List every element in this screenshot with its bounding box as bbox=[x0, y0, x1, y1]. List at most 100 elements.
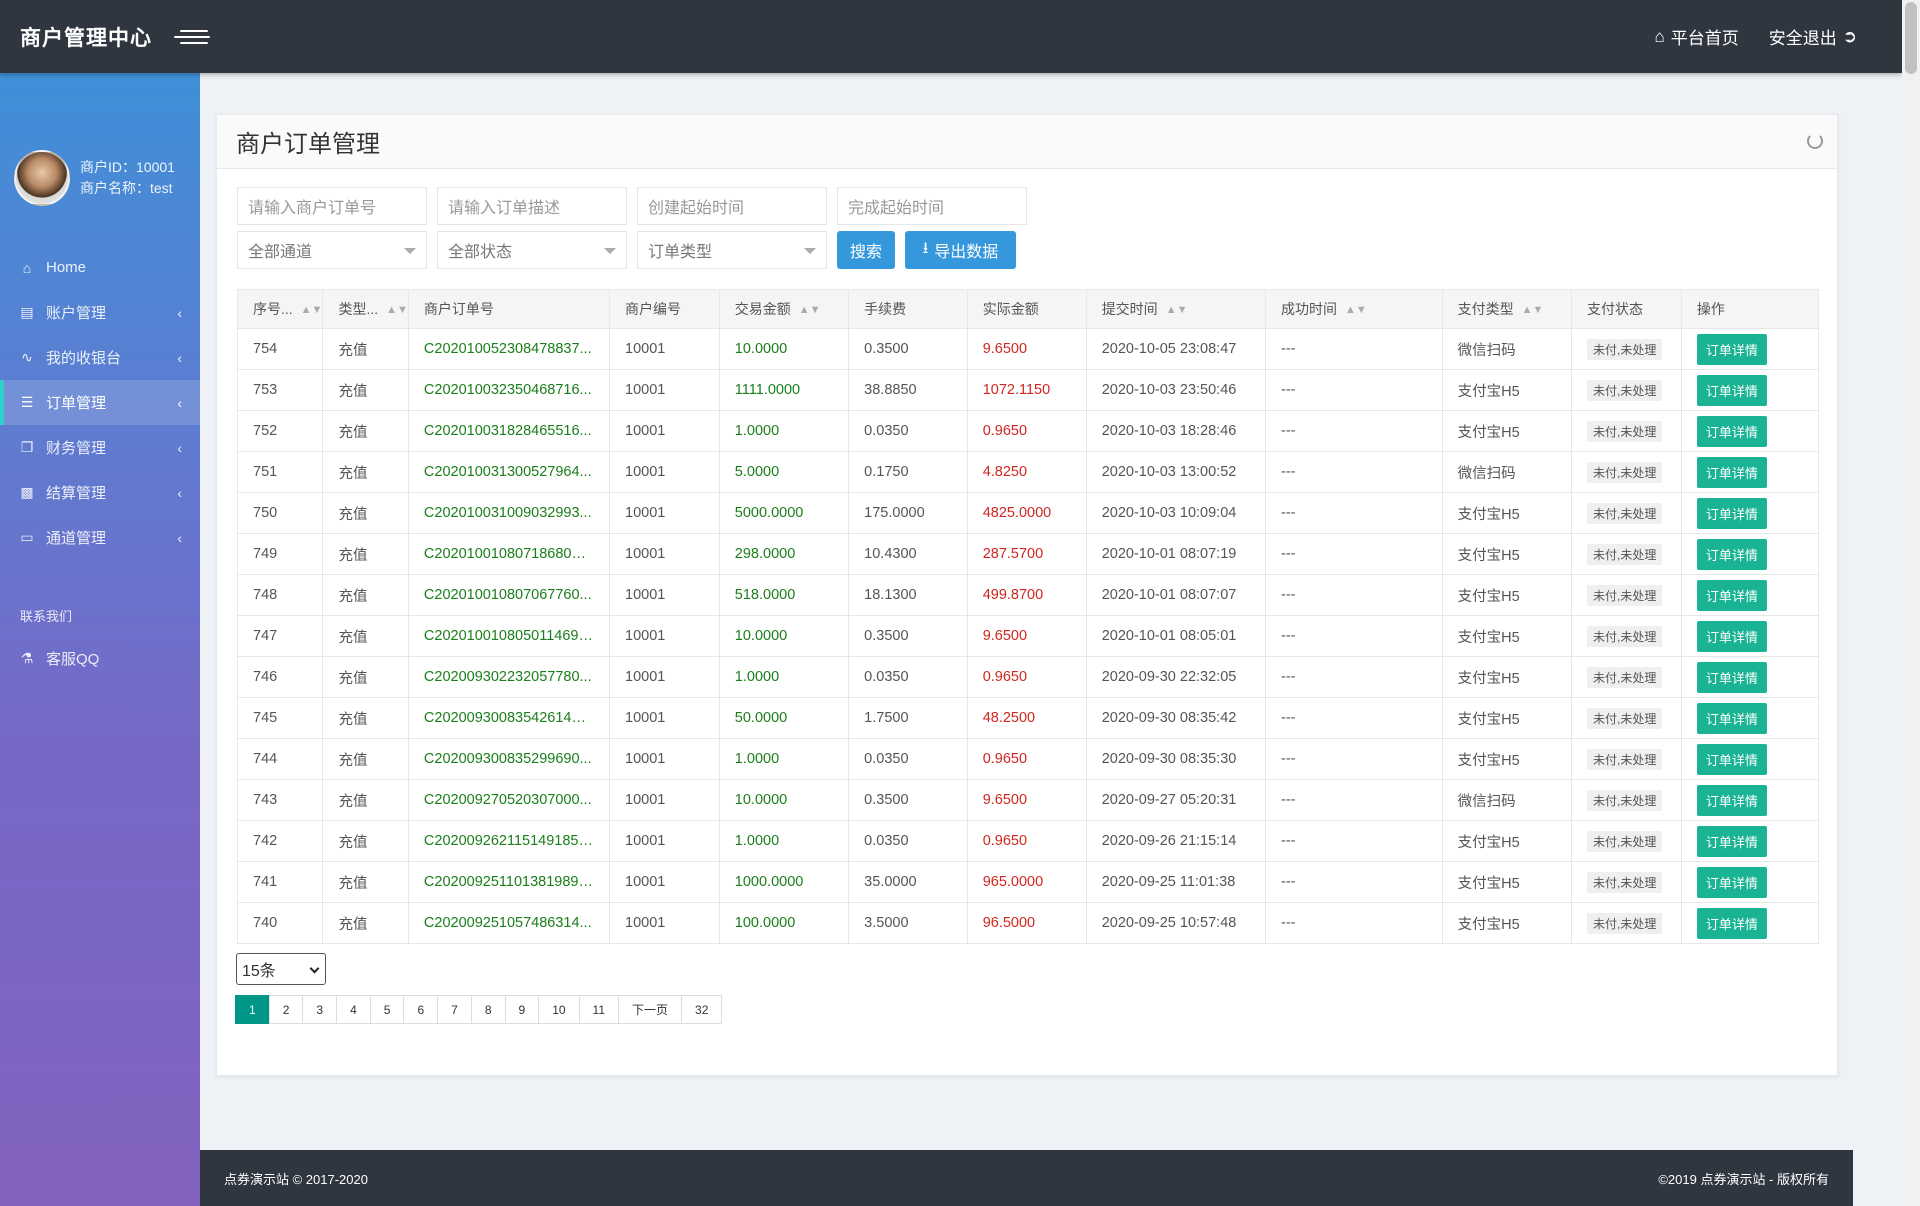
refresh-icon[interactable] bbox=[1807, 133, 1823, 149]
order-type-select[interactable]: 订单类型 bbox=[637, 231, 827, 269]
sidebar: 商户ID：10001 商户名称：test ⌂ Home ▤ 账户管理 ‹ ∿ 我的收银台 ‹ ☰… bbox=[0, 73, 200, 1206]
sidebar-item-6[interactable]: ▭ 通道管理 ‹ bbox=[0, 515, 200, 560]
column-header: 商户编号 bbox=[609, 289, 720, 329]
profile: 商户ID：10001 商户名称：test bbox=[0, 73, 200, 233]
order-detail-button[interactable]: 订单详情 bbox=[1696, 579, 1767, 611]
channel-select[interactable]: 全部通道 bbox=[237, 231, 427, 269]
create-time-input[interactable]: 创建起始时间 bbox=[637, 187, 827, 225]
page-button[interactable]: 3 bbox=[302, 995, 338, 1024]
table-cell: 96.5000 bbox=[966, 902, 1087, 944]
table-cell: 50.0000 bbox=[718, 697, 850, 739]
page-button[interactable]: 5 bbox=[369, 995, 405, 1024]
sidebar-item-qq[interactable]: ⚗ 客服QQ bbox=[0, 636, 200, 681]
table-cell: 740 bbox=[236, 902, 324, 944]
table-cell: 0.9650 bbox=[966, 410, 1087, 452]
sidebar-item-3[interactable]: ☰ 订单管理 ‹ bbox=[0, 380, 200, 425]
table-cell: 订单详情 bbox=[1680, 738, 1820, 780]
table-cell: C202009300835299690... bbox=[407, 738, 611, 780]
order-no-input[interactable]: 请输入商户订单号 bbox=[237, 187, 427, 225]
actual-amount: 0.9650 bbox=[982, 423, 1028, 439]
column-header[interactable]: 交易金额 ▲▼ bbox=[718, 289, 850, 329]
column-header[interactable]: 提交时间 ▲▼ bbox=[1085, 289, 1267, 329]
order-desc-input[interactable]: 请输入订单描述 bbox=[437, 187, 627, 225]
table-cell: 订单详情 bbox=[1680, 533, 1820, 575]
chevron-left-icon: ‹ bbox=[177, 394, 182, 411]
page-button[interactable]: 8 bbox=[470, 995, 506, 1024]
table-cell: --- bbox=[1265, 574, 1443, 616]
page-button[interactable]: 6 bbox=[403, 995, 439, 1024]
actual-amount: 0.9650 bbox=[982, 833, 1028, 849]
export-button[interactable]: ⭳ 导出数据 bbox=[905, 231, 1016, 269]
actual-amount: 4825.0000 bbox=[982, 505, 1052, 521]
column-header[interactable]: 序号... ▲▼ bbox=[236, 289, 324, 329]
finish-time-input[interactable]: 完成起始时间 bbox=[837, 187, 1027, 225]
order-detail-button[interactable]: 订单详情 bbox=[1696, 825, 1767, 857]
table-cell: 0.0350 bbox=[848, 820, 968, 862]
table-cell: 518.0000 bbox=[718, 574, 850, 616]
order-number: C202010031828465516... bbox=[423, 423, 592, 440]
caret-down-icon bbox=[404, 248, 416, 254]
table-cell: 35.0000 bbox=[848, 861, 968, 903]
page-button[interactable]: 11 bbox=[578, 995, 620, 1024]
page-button[interactable]: 10 bbox=[538, 995, 580, 1024]
page-button[interactable]: 2 bbox=[268, 995, 304, 1024]
sidebar-item-5[interactable]: ▩ 结算管理 ‹ bbox=[0, 470, 200, 515]
footer: 点券演示站 © 2017-2020 ©2019 点券演示站 - 版权所有 bbox=[200, 1150, 1853, 1206]
scrollbar[interactable] bbox=[1902, 0, 1920, 1206]
order-detail-button[interactable]: 订单详情 bbox=[1696, 702, 1767, 734]
page-button[interactable]: 9 bbox=[504, 995, 540, 1024]
status-badge: 未付,未处理 bbox=[1587, 543, 1663, 565]
sidebar-item-1[interactable]: ▤ 账户管理 ‹ bbox=[0, 290, 200, 335]
table-cell: 965.0000 bbox=[966, 861, 1087, 903]
sidebar-item-4[interactable]: ❐ 财务管理 ‹ bbox=[0, 425, 200, 470]
order-detail-button[interactable]: 订单详情 bbox=[1696, 415, 1767, 447]
status-badge: 未付,未处理 bbox=[1587, 338, 1663, 360]
table-cell: C20201001080718680220 bbox=[407, 533, 611, 575]
order-number: C2020093008354261470... bbox=[423, 710, 594, 727]
table-cell: C202009251057486314... bbox=[407, 902, 611, 944]
order-detail-button[interactable]: 订单详情 bbox=[1696, 743, 1767, 775]
table-cell: 2020-09-30 08:35:30 bbox=[1085, 738, 1267, 780]
order-detail-button[interactable]: 订单详情 bbox=[1696, 784, 1767, 816]
table-row: 749 充值 C20201001080718680220 10001 298.0000 1… bbox=[236, 533, 1820, 575]
table-cell: 10001 bbox=[609, 451, 720, 493]
column-header[interactable]: 支付类型 ▲▼ bbox=[1441, 289, 1573, 329]
table-cell: --- bbox=[1265, 328, 1443, 370]
order-detail-button[interactable]: 订单详情 bbox=[1696, 333, 1767, 365]
order-detail-button[interactable]: 订单详情 bbox=[1696, 907, 1767, 939]
table-cell: 支付宝H5 bbox=[1441, 656, 1573, 698]
table-cell: C202010052308478837... bbox=[407, 328, 611, 370]
search-button[interactable]: 搜索 bbox=[837, 231, 895, 269]
table-cell: 2020-10-03 18:28:46 bbox=[1085, 410, 1267, 452]
order-detail-button[interactable]: 订单详情 bbox=[1696, 620, 1767, 652]
status-select[interactable]: 全部状态 bbox=[437, 231, 627, 269]
table-row: 747 充值 C20201001080501146975 10001 10.0000 0.… bbox=[236, 615, 1820, 657]
logout-link[interactable]: 安全退出 ➲ bbox=[1768, 26, 1857, 49]
order-detail-button[interactable]: 订单详情 bbox=[1696, 374, 1767, 406]
page-button[interactable]: 32 bbox=[681, 995, 723, 1024]
order-detail-button[interactable]: 订单详情 bbox=[1696, 456, 1767, 488]
sidebar-item-0[interactable]: ⌂ Home bbox=[0, 245, 200, 290]
table-cell: --- bbox=[1265, 738, 1443, 780]
page-button[interactable]: 7 bbox=[437, 995, 472, 1024]
page-button[interactable]: 下一页 bbox=[618, 995, 683, 1024]
page-size-select[interactable]: 15条 bbox=[236, 953, 326, 985]
table-row: 750 充值 C202010031009032993... 10001 5000.000… bbox=[236, 492, 1820, 534]
actual-amount: 48.2500 bbox=[982, 710, 1036, 726]
trade-amount: 518.0000 bbox=[734, 587, 796, 603]
order-detail-button[interactable]: 订单详情 bbox=[1696, 538, 1767, 570]
copy-icon: ❐ bbox=[20, 439, 34, 455]
sidebar-item-2[interactable]: ∿ 我的收银台 ‹ bbox=[0, 335, 200, 380]
menu-toggle-icon[interactable] bbox=[174, 27, 210, 47]
column-header[interactable]: 类型... ▲▼ bbox=[322, 289, 409, 329]
column-header[interactable]: 成功时间 ▲▼ bbox=[1265, 289, 1443, 329]
table-row: 743 充值 C202009270520307000... 10001 10.0000 0… bbox=[236, 779, 1820, 821]
table-cell: --- bbox=[1265, 615, 1443, 657]
order-detail-button[interactable]: 订单详情 bbox=[1696, 661, 1767, 693]
page-button[interactable]: 4 bbox=[336, 995, 371, 1024]
order-detail-button[interactable]: 订单详情 bbox=[1696, 497, 1767, 529]
order-detail-button[interactable]: 订单详情 bbox=[1696, 866, 1767, 898]
page-button[interactable]: 1 bbox=[235, 995, 270, 1024]
platform-home-link[interactable]: ⌂ 平台首页 bbox=[1654, 26, 1739, 49]
trade-amount: 50.0000 bbox=[734, 710, 788, 726]
